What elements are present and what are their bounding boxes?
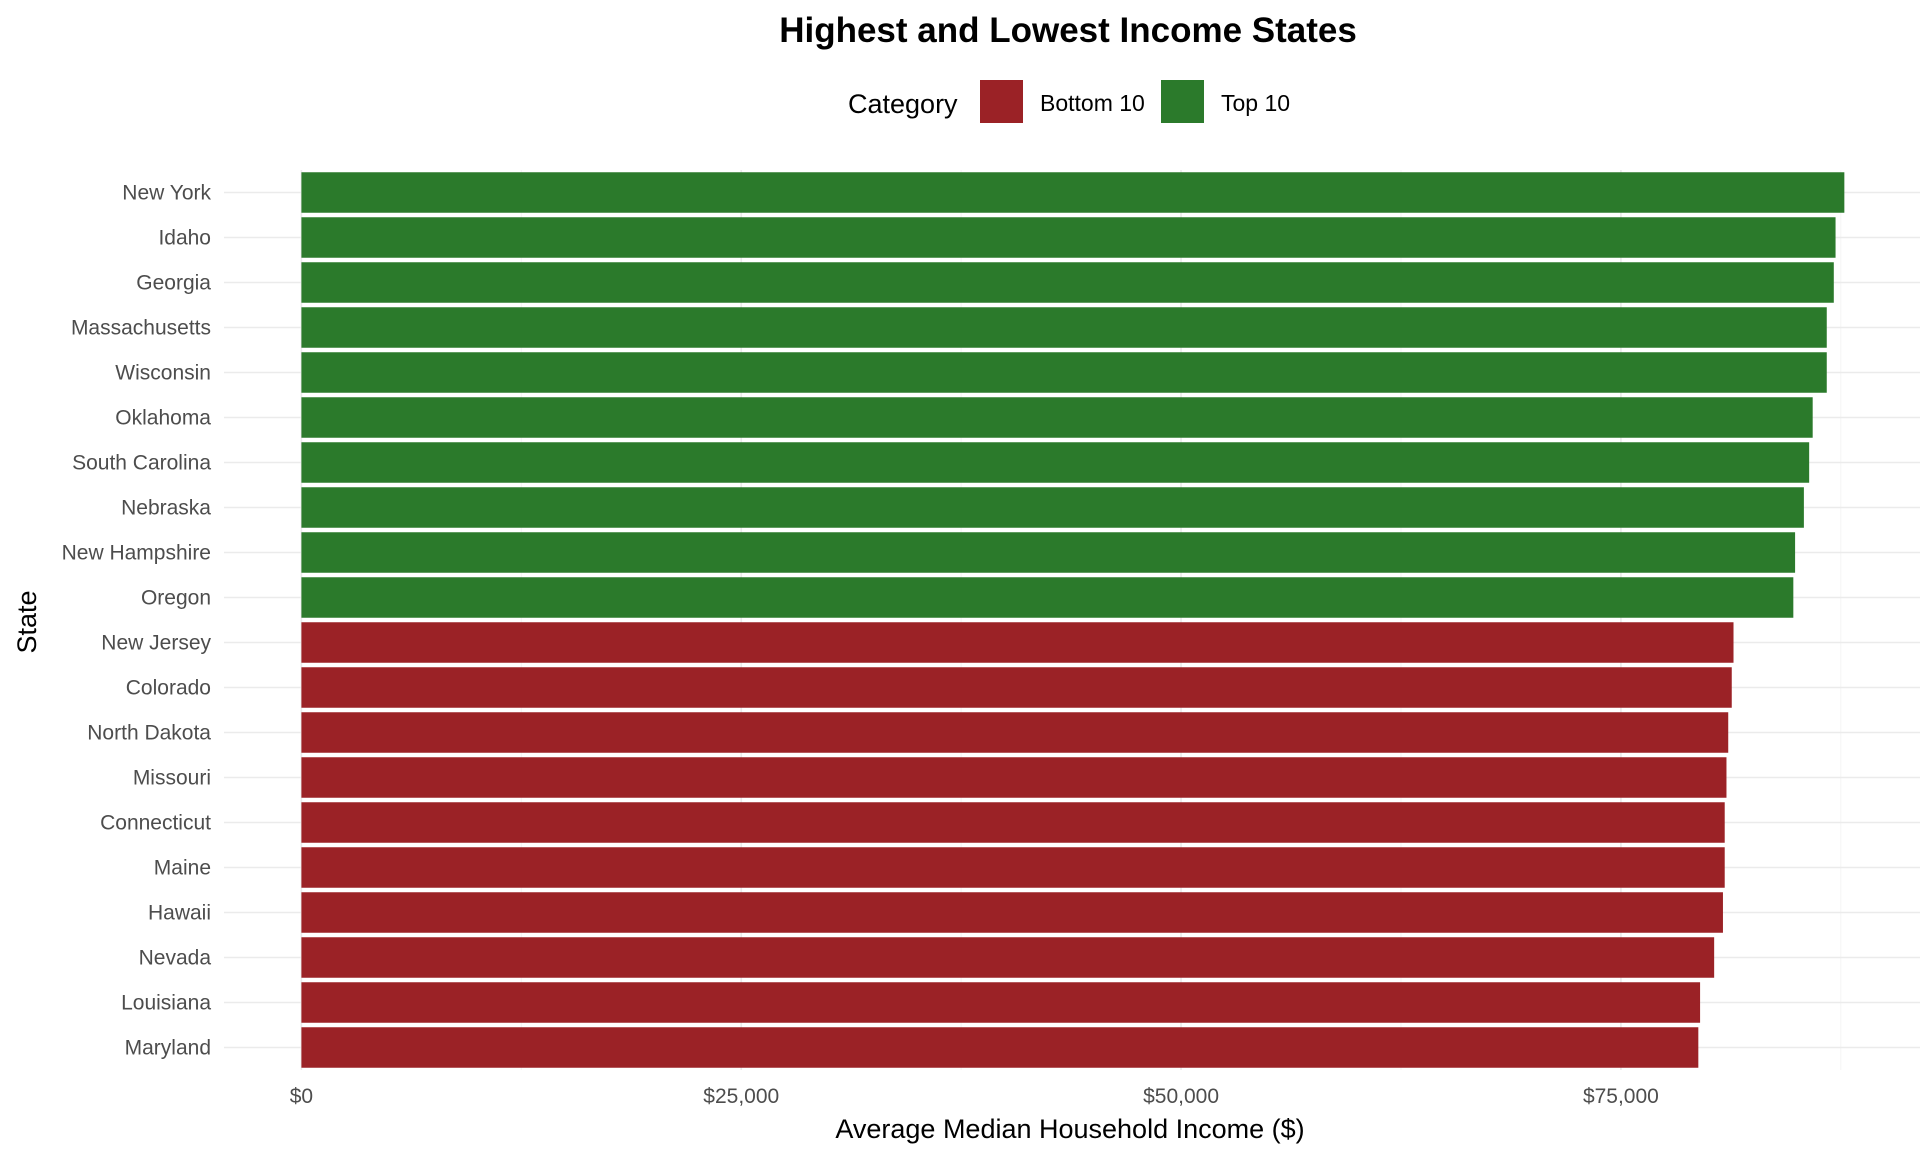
bar-louisiana — [301, 982, 1701, 1023]
y-tick-label-colorado: Colorado — [126, 677, 211, 700]
x-tick-label: $75,000 — [1583, 1085, 1659, 1108]
x-tick-label: $50,000 — [1143, 1085, 1219, 1108]
y-tick-label-new-hampshire: New Hampshire — [62, 542, 211, 565]
bar-nebraska — [301, 487, 1804, 528]
bar-new-hampshire — [301, 532, 1796, 573]
legend-label-bottom-10: Bottom 10 — [1040, 90, 1145, 116]
y-axis-title: State — [12, 590, 42, 653]
bar-hawaii — [301, 892, 1723, 933]
bar-georgia — [301, 262, 1834, 303]
y-tick-label-connecticut: Connecticut — [100, 812, 211, 835]
y-tick-label-south-carolina: South Carolina — [72, 452, 211, 475]
bar-oklahoma — [301, 397, 1813, 438]
bar-nevada — [301, 937, 1715, 978]
bars — [301, 172, 1845, 1068]
bar-connecticut — [301, 802, 1725, 843]
y-tick-label-massachusetts: Massachusetts — [71, 317, 211, 340]
chart-title: Highest and Lowest Income States — [779, 11, 1357, 50]
legend-title: Category — [848, 89, 958, 119]
x-tick-label: $0 — [290, 1085, 313, 1108]
bar-maine — [301, 847, 1725, 888]
bar-maryland — [301, 1027, 1699, 1068]
bar-south-carolina — [301, 442, 1810, 483]
y-tick-label-oregon: Oregon — [141, 587, 211, 610]
bar-new-jersey — [301, 622, 1734, 663]
bar-colorado — [301, 667, 1732, 708]
y-tick-label-louisiana: Louisiana — [121, 992, 211, 1015]
y-tick-label-missouri: Missouri — [133, 767, 211, 790]
bar-oregon — [301, 577, 1794, 618]
bar-missouri — [301, 757, 1727, 798]
y-tick-label-nebraska: Nebraska — [121, 497, 211, 520]
bar-wisconsin — [301, 352, 1827, 393]
y-tick-label-oklahoma: Oklahoma — [115, 407, 211, 430]
legend: Category Bottom 10 Top 10 — [848, 80, 1290, 123]
y-tick-label-new-york: New York — [122, 182, 211, 205]
x-axis-title: Average Median Household Income ($) — [835, 1114, 1304, 1144]
y-tick-label-wisconsin: Wisconsin — [115, 362, 211, 385]
y-tick-label-maine: Maine — [154, 857, 211, 880]
legend-swatch-bottom-10 — [980, 80, 1023, 123]
y-tick-label-new-jersey: New Jersey — [101, 632, 211, 655]
legend-label-top-10: Top 10 — [1221, 90, 1290, 116]
x-tick-labels: $0 $25,000 $50,000 $75,000 — [290, 1085, 1659, 1108]
y-tick-labels: New York Idaho Georgia Massachusetts Wiscons… — [62, 182, 212, 1060]
y-tick-label-north-dakota: North Dakota — [87, 722, 211, 745]
bar-new-york — [301, 172, 1845, 213]
y-tick-label-hawaii: Hawaii — [148, 902, 211, 925]
y-tick-label-nevada: Nevada — [139, 947, 212, 970]
y-tick-label-maryland: Maryland — [125, 1037, 211, 1060]
bar-massachusetts — [301, 307, 1827, 348]
bar-idaho — [301, 217, 1836, 258]
bar-north-dakota — [301, 712, 1729, 753]
y-tick-label-idaho: Idaho — [158, 227, 211, 250]
legend-swatch-top-10 — [1161, 80, 1204, 123]
x-tick-label: $25,000 — [703, 1085, 779, 1108]
y-tick-label-georgia: Georgia — [136, 272, 211, 295]
